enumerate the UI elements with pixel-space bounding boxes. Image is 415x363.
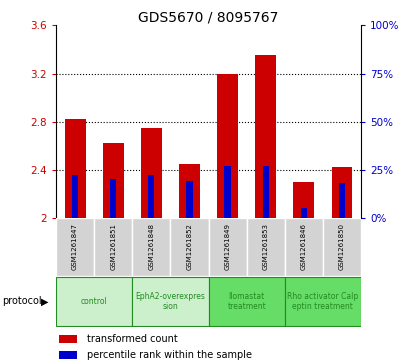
Text: GSM1261852: GSM1261852	[186, 223, 193, 270]
Bar	[148, 175, 154, 218]
Bar	[179, 164, 200, 218]
Bar	[339, 183, 345, 218]
Bar	[56, 277, 132, 326]
Bar	[141, 128, 162, 218]
Text: Rho activator Calp
eptin treatment: Rho activator Calp eptin treatment	[287, 291, 359, 311]
Bar	[323, 218, 361, 276]
Bar	[59, 351, 77, 359]
Text: GSM1261850: GSM1261850	[339, 223, 345, 270]
Bar	[103, 143, 124, 218]
Bar	[285, 218, 323, 276]
Text: GSM1261847: GSM1261847	[72, 223, 78, 270]
Bar	[301, 208, 307, 218]
Bar	[217, 73, 238, 218]
Text: GSM1261846: GSM1261846	[301, 223, 307, 270]
Title: GDS5670 / 8095767: GDS5670 / 8095767	[138, 10, 279, 24]
Bar	[332, 167, 352, 218]
Bar	[285, 277, 361, 326]
Text: GSM1261851: GSM1261851	[110, 223, 116, 270]
Bar	[132, 277, 209, 326]
Text: GSM1261849: GSM1261849	[225, 223, 231, 270]
Bar	[293, 182, 314, 218]
Bar	[247, 218, 285, 276]
Bar	[56, 218, 94, 276]
Text: EphA2-overexpres
sion: EphA2-overexpres sion	[135, 291, 205, 311]
Bar	[59, 335, 77, 343]
Bar	[171, 218, 209, 276]
Bar	[209, 277, 285, 326]
Text: protocol: protocol	[2, 296, 42, 306]
Text: ▶: ▶	[41, 296, 48, 306]
Text: GSM1261848: GSM1261848	[148, 223, 154, 270]
Bar	[110, 179, 116, 218]
Text: percentile rank within the sample: percentile rank within the sample	[87, 350, 251, 360]
Bar	[209, 218, 247, 276]
Bar	[94, 218, 132, 276]
Bar	[263, 166, 269, 218]
Text: Ilomastat
treatment: Ilomastat treatment	[227, 291, 266, 311]
Bar	[72, 175, 78, 218]
Bar	[186, 181, 193, 218]
Bar	[225, 166, 231, 218]
Bar	[255, 56, 276, 218]
Text: transformed count: transformed count	[87, 334, 177, 344]
Bar	[65, 119, 85, 218]
Bar	[132, 218, 171, 276]
Text: GSM1261853: GSM1261853	[263, 223, 269, 270]
Text: control: control	[81, 297, 107, 306]
